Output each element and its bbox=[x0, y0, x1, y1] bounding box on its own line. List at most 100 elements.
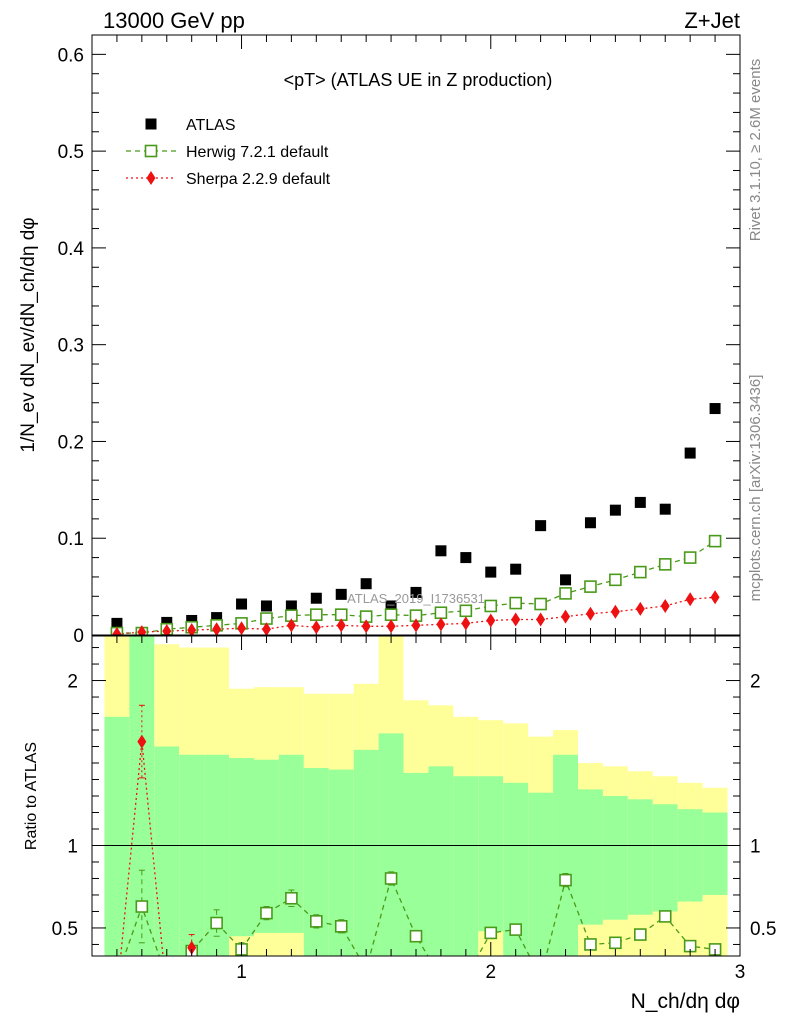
data-point bbox=[311, 620, 321, 635]
band-green bbox=[378, 733, 404, 956]
data-point bbox=[434, 606, 448, 620]
main-plot-title: <pT> (ATLAS UE in Z production) bbox=[284, 70, 553, 90]
data-point bbox=[685, 592, 695, 607]
data-point bbox=[161, 616, 173, 628]
ratio-y-tick-label-right: 2 bbox=[750, 672, 761, 693]
data-point bbox=[237, 621, 247, 635]
ratio-point bbox=[137, 734, 147, 749]
data-point bbox=[535, 520, 547, 532]
data-point bbox=[509, 596, 522, 610]
y-tick-label: 0.5 bbox=[58, 142, 84, 163]
header-left: 13000 GeV pp bbox=[103, 8, 245, 33]
band-green bbox=[179, 754, 205, 956]
data-point bbox=[560, 574, 572, 586]
y-tick-label: 0.6 bbox=[58, 45, 84, 66]
main-plot-axes: 0 0.1 0.2 0.3 0.4 0.5 0.6 bbox=[58, 35, 741, 647]
band-green bbox=[478, 776, 504, 932]
ratio-y-tick-label: 1 bbox=[67, 836, 78, 857]
data-point bbox=[236, 598, 248, 610]
ratio-point bbox=[634, 928, 647, 941]
data-point bbox=[436, 617, 446, 632]
band-green bbox=[104, 716, 130, 956]
data-point bbox=[435, 545, 447, 557]
data-point bbox=[310, 592, 322, 604]
ratio-y-tick-label: 2 bbox=[67, 672, 78, 693]
data-point bbox=[610, 604, 620, 619]
legend-marker bbox=[144, 144, 158, 158]
band-green bbox=[627, 799, 653, 915]
main-plot-ylabel: 1/N_ev dN_ev/dN_ch/dη dφ bbox=[18, 217, 39, 452]
band-green bbox=[602, 796, 628, 920]
ratio-point bbox=[609, 936, 622, 950]
y-tick-label: 0 bbox=[73, 626, 84, 647]
main-plot-frame bbox=[91, 34, 741, 636]
ratio-point bbox=[310, 915, 323, 928]
ratio-point bbox=[210, 916, 223, 930]
band-green bbox=[254, 759, 279, 933]
ratio-point bbox=[584, 938, 597, 951]
ratio-point bbox=[111, 972, 122, 983]
data-point bbox=[683, 551, 697, 564]
mcplots-label: mcplots.cern.ch [arXiv:1306.3436] bbox=[747, 375, 764, 602]
data-point bbox=[710, 590, 720, 605]
ratio-point bbox=[384, 872, 398, 885]
data-point bbox=[385, 600, 397, 612]
ratio-point bbox=[435, 972, 446, 983]
data-point bbox=[709, 403, 721, 415]
ratio-point bbox=[484, 926, 498, 940]
data-point bbox=[484, 599, 498, 613]
ratio-point bbox=[112, 987, 121, 1001]
data-point bbox=[411, 618, 421, 633]
ratio-y-tick-label-right: 1 bbox=[750, 836, 761, 857]
ratio-point bbox=[161, 972, 172, 983]
ratio-point bbox=[559, 873, 572, 887]
data-point bbox=[708, 534, 722, 548]
data-point bbox=[212, 622, 222, 635]
ratio-point bbox=[535, 972, 546, 983]
ratio-point bbox=[658, 910, 672, 923]
data-point bbox=[384, 608, 398, 621]
x-tick-label: 2 bbox=[485, 962, 496, 983]
ratio-bands bbox=[92, 636, 740, 956]
band-green bbox=[229, 758, 254, 937]
ratio-point bbox=[135, 900, 149, 913]
data-point bbox=[261, 622, 271, 635]
data-point bbox=[609, 504, 621, 516]
data-point bbox=[534, 597, 547, 611]
ratio-point bbox=[409, 929, 423, 943]
ratio-point bbox=[187, 940, 197, 955]
ratio-plot-axes: 0.5 0.5 1 1 2 2 1 2 3 bbox=[52, 636, 776, 983]
y-tick-label: 0.2 bbox=[58, 432, 84, 453]
legend-label: Sherpa 2.2.9 default bbox=[186, 171, 331, 188]
y-tick-label: 0.4 bbox=[58, 239, 85, 260]
y-tick-label: 0.1 bbox=[58, 529, 84, 550]
ratio-plot-frame bbox=[91, 635, 741, 957]
data-point bbox=[461, 616, 471, 631]
data-point bbox=[585, 606, 595, 621]
ratio-series-line bbox=[120, 741, 193, 956]
ratio-y-tick-label: 0.5 bbox=[52, 919, 78, 940]
data-point bbox=[260, 600, 272, 612]
band-green bbox=[578, 789, 603, 925]
band-green bbox=[652, 804, 678, 912]
data-point bbox=[684, 447, 696, 459]
rivet-label: Rivet 3.1.10, ≥ 2.6M events bbox=[747, 59, 764, 242]
main-plot-data bbox=[110, 403, 722, 635]
data-point bbox=[410, 586, 422, 598]
data-point bbox=[510, 563, 522, 575]
x-axis-label: N_ch/dη dφ bbox=[631, 990, 740, 1013]
data-point bbox=[659, 503, 671, 515]
data-point bbox=[634, 565, 647, 579]
data-point bbox=[360, 578, 372, 590]
data-point bbox=[584, 517, 596, 529]
ratio-point bbox=[260, 906, 273, 920]
data-point bbox=[112, 627, 122, 635]
ratio-point bbox=[334, 920, 348, 933]
legend: ATLAS Herwig 7.2.1 default Sherpa 2.2.9 de… bbox=[126, 117, 331, 188]
data-point bbox=[660, 598, 670, 613]
ratio-point bbox=[509, 923, 522, 936]
data-point bbox=[485, 566, 497, 578]
ratio-y-tick-label-right: 0.5 bbox=[750, 919, 776, 940]
data-point bbox=[111, 617, 123, 629]
data-point bbox=[386, 619, 396, 634]
